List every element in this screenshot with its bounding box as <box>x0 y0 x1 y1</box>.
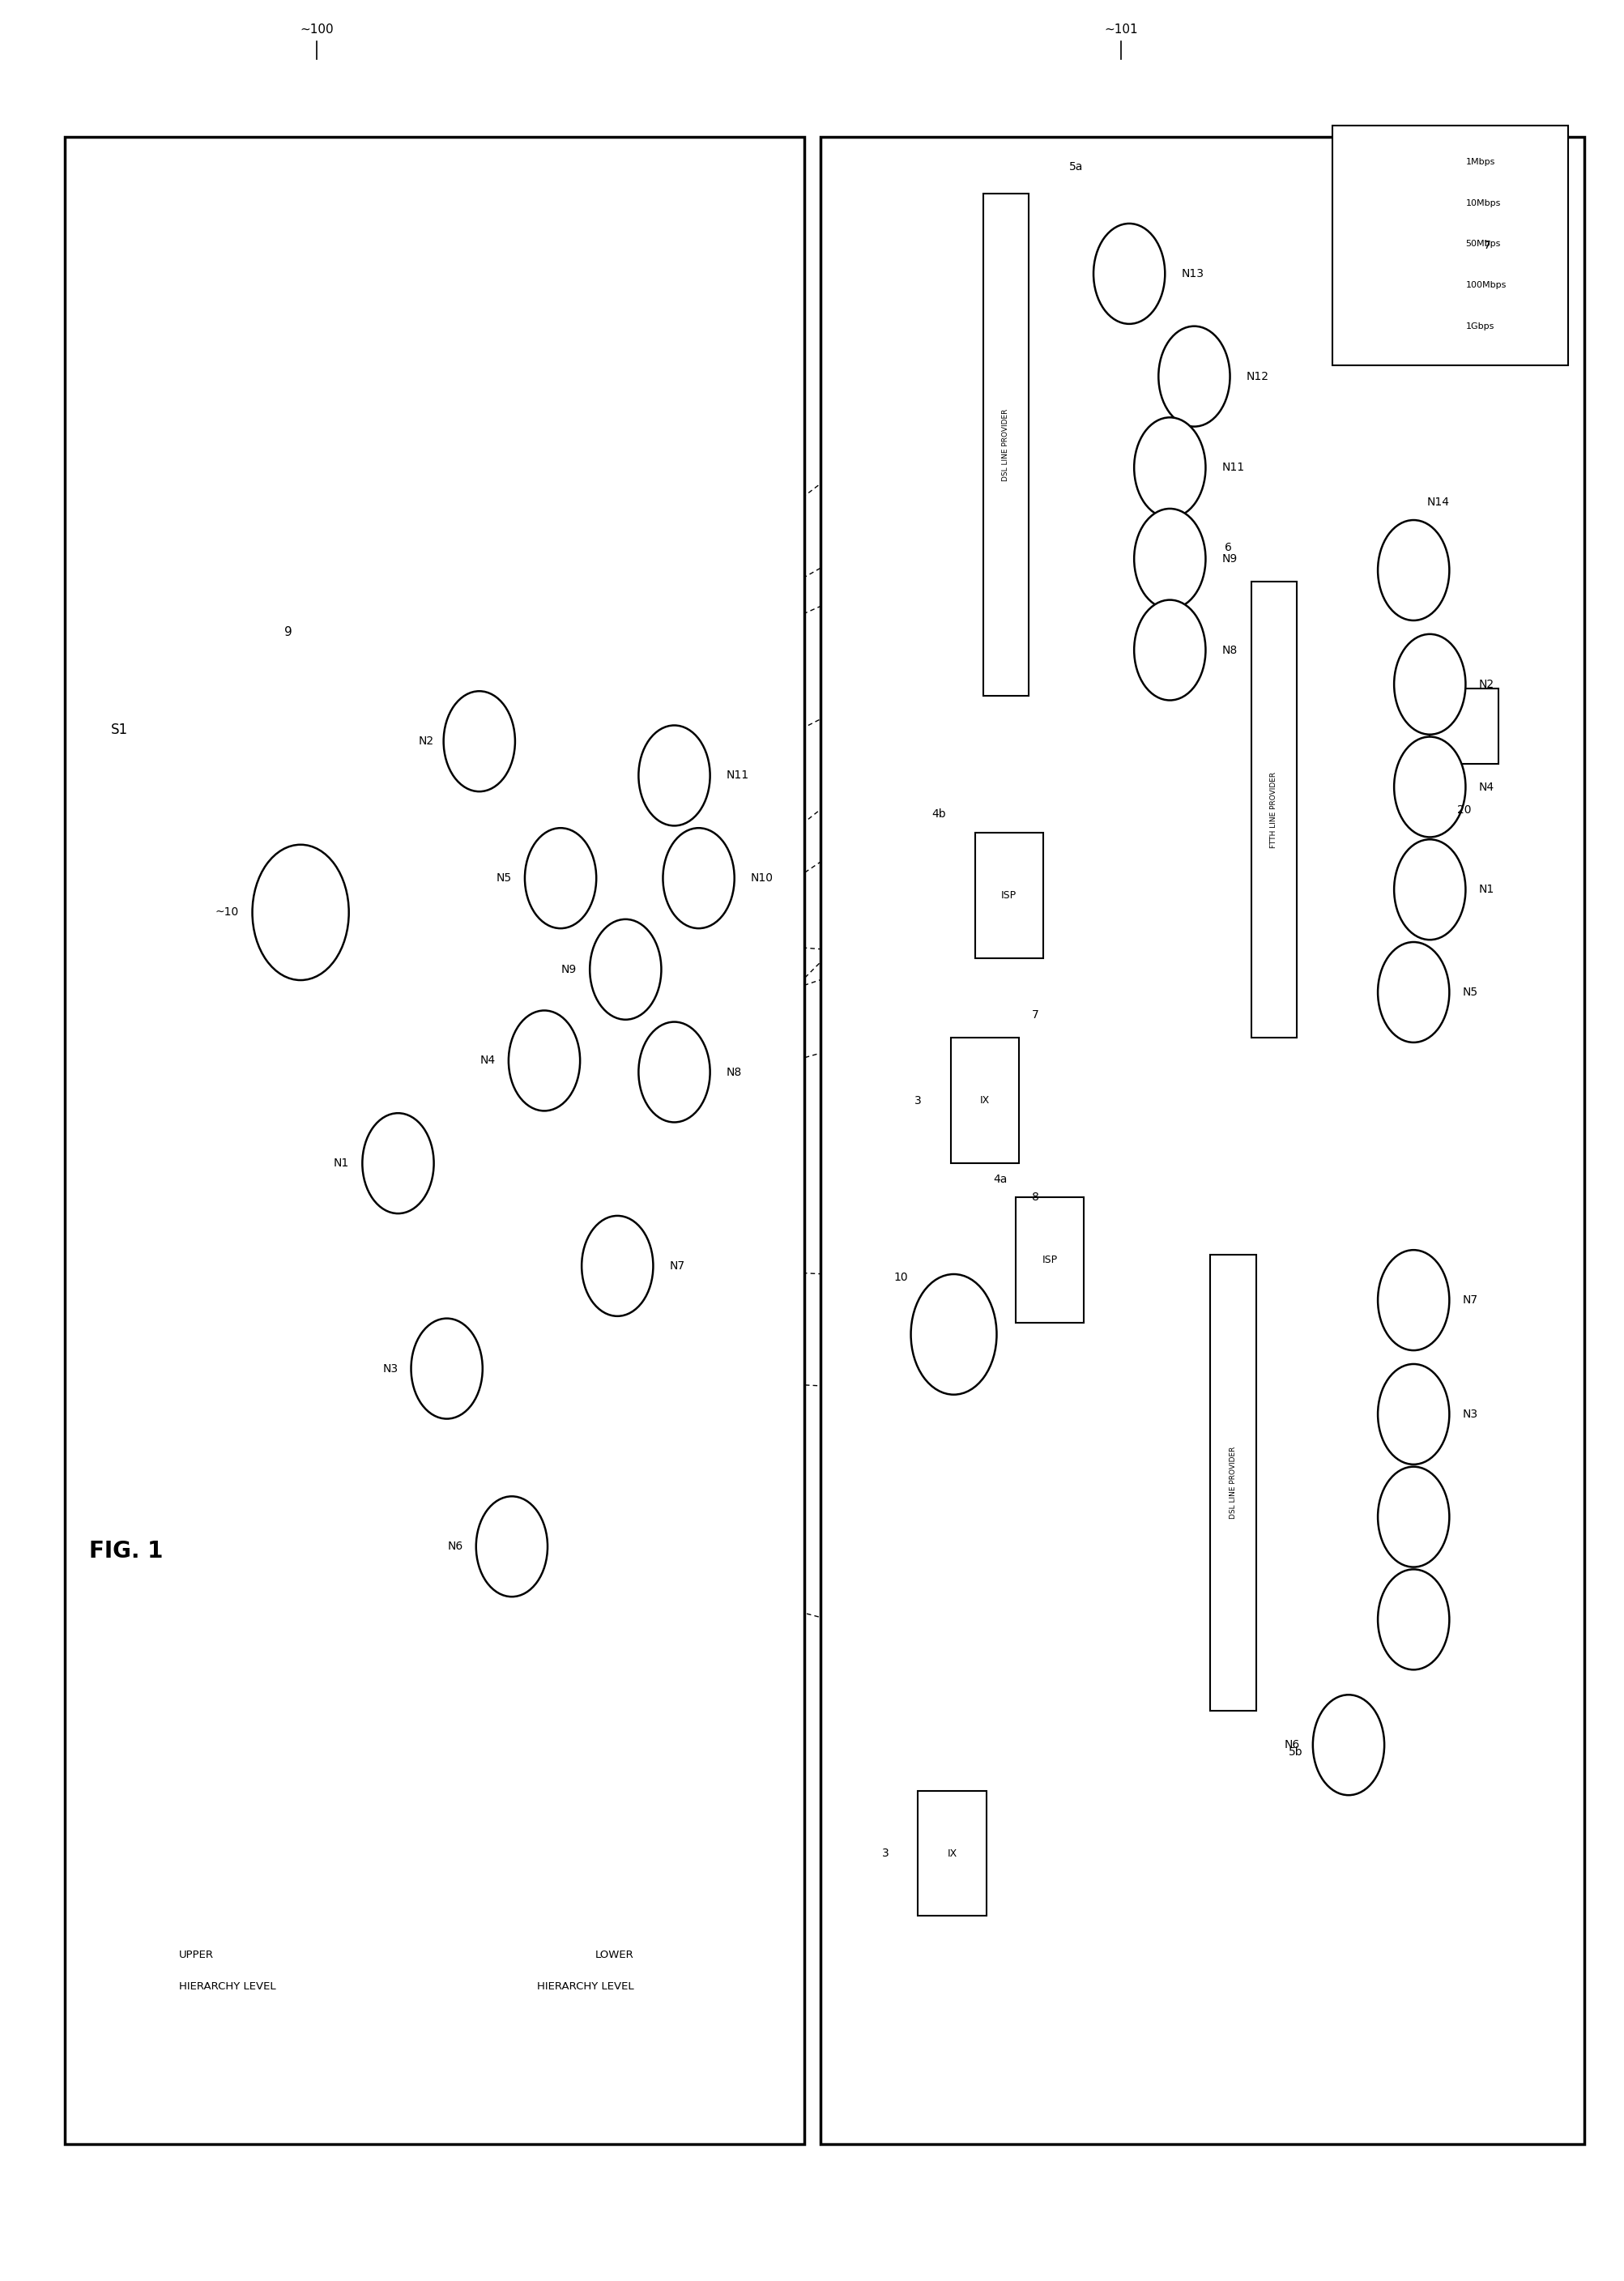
Circle shape <box>581 1216 653 1316</box>
Text: IX: IX <box>947 1848 957 1859</box>
FancyBboxPatch shape <box>983 194 1028 696</box>
Text: ~101: ~101 <box>1104 23 1137 36</box>
Text: 7: 7 <box>1483 240 1489 251</box>
Text: N3: N3 <box>382 1364 398 1373</box>
Text: DSL LINE PROVIDER: DSL LINE PROVIDER <box>1002 408 1009 481</box>
Text: 100Mbps: 100Mbps <box>1465 281 1505 290</box>
Circle shape <box>443 691 515 792</box>
Text: 4b: 4b <box>931 810 945 819</box>
Text: 7: 7 <box>1031 1010 1038 1020</box>
Text: N1: N1 <box>1478 885 1494 894</box>
FancyBboxPatch shape <box>974 833 1043 958</box>
Circle shape <box>1158 326 1229 427</box>
Circle shape <box>1377 1250 1449 1350</box>
Text: FTTH LINE PROVIDER: FTTH LINE PROVIDER <box>1270 771 1276 849</box>
FancyBboxPatch shape <box>820 137 1583 2144</box>
Circle shape <box>1134 417 1205 518</box>
Circle shape <box>252 844 349 981</box>
Text: N8: N8 <box>1221 646 1237 655</box>
Circle shape <box>525 828 596 928</box>
Text: IX: IX <box>979 1095 989 1106</box>
Text: N11: N11 <box>1221 463 1244 472</box>
Text: ~100: ~100 <box>300 23 333 36</box>
Text: 3: 3 <box>882 1848 888 1859</box>
Text: N14: N14 <box>1426 497 1449 506</box>
Text: 4a: 4a <box>992 1175 1007 1184</box>
Text: 9: 9 <box>284 625 292 639</box>
FancyBboxPatch shape <box>918 1791 986 1916</box>
Text: N4: N4 <box>1478 782 1494 792</box>
Text: N10: N10 <box>750 874 773 883</box>
Circle shape <box>638 725 710 826</box>
Circle shape <box>411 1318 482 1419</box>
Text: ISP: ISP <box>1041 1255 1057 1266</box>
Circle shape <box>663 828 734 928</box>
Text: 3: 3 <box>914 1095 921 1106</box>
Text: N9: N9 <box>1221 554 1237 563</box>
Circle shape <box>1393 737 1465 837</box>
Text: N12: N12 <box>1246 372 1268 381</box>
Text: ~10: ~10 <box>214 908 239 917</box>
Text: N2: N2 <box>1478 680 1494 689</box>
Circle shape <box>508 1010 580 1111</box>
Text: 10: 10 <box>893 1273 908 1282</box>
Text: 6: 6 <box>1224 543 1231 552</box>
Text: HIERARCHY LEVEL: HIERARCHY LEVEL <box>536 1982 633 1991</box>
Text: N7: N7 <box>669 1261 685 1271</box>
Circle shape <box>1312 1695 1384 1795</box>
Text: N3: N3 <box>1462 1410 1478 1419</box>
Text: N1: N1 <box>333 1159 349 1168</box>
Text: N4: N4 <box>479 1056 495 1065</box>
Text: N13: N13 <box>1181 269 1203 278</box>
Text: N5: N5 <box>495 874 512 883</box>
FancyBboxPatch shape <box>1015 1198 1083 1323</box>
Text: HIERARCHY LEVEL: HIERARCHY LEVEL <box>179 1982 276 1991</box>
FancyBboxPatch shape <box>1332 125 1567 365</box>
Text: N7: N7 <box>1462 1296 1478 1305</box>
FancyBboxPatch shape <box>950 1038 1018 1163</box>
Circle shape <box>1393 634 1465 734</box>
FancyBboxPatch shape <box>1210 1255 1255 1711</box>
Text: 8: 8 <box>1031 1193 1038 1202</box>
Text: UPPER: UPPER <box>179 1950 213 1959</box>
Text: N6: N6 <box>447 1542 463 1551</box>
FancyBboxPatch shape <box>65 137 804 2144</box>
Text: N6: N6 <box>1283 1740 1299 1750</box>
Circle shape <box>362 1113 434 1213</box>
Text: N8: N8 <box>726 1068 742 1077</box>
Text: 5b: 5b <box>1288 1747 1302 1756</box>
Circle shape <box>1393 839 1465 940</box>
Circle shape <box>1377 1467 1449 1567</box>
Circle shape <box>1377 942 1449 1042</box>
Circle shape <box>1093 224 1164 324</box>
Text: N5: N5 <box>1462 988 1478 997</box>
Circle shape <box>911 1275 996 1394</box>
Text: S1: S1 <box>110 723 128 737</box>
Circle shape <box>1134 600 1205 700</box>
Text: 1Gbps: 1Gbps <box>1465 322 1494 331</box>
Text: DSL LINE PROVIDER: DSL LINE PROVIDER <box>1229 1446 1236 1519</box>
Text: N9: N9 <box>560 965 577 974</box>
FancyBboxPatch shape <box>1250 582 1296 1038</box>
Circle shape <box>1377 1364 1449 1464</box>
Circle shape <box>638 1022 710 1122</box>
Text: 10Mbps: 10Mbps <box>1465 198 1501 208</box>
Circle shape <box>476 1496 547 1597</box>
Text: 20: 20 <box>1457 805 1470 814</box>
Text: ISP: ISP <box>1000 890 1017 901</box>
Text: 50Mbps: 50Mbps <box>1465 240 1501 249</box>
Text: 5a: 5a <box>1069 162 1083 171</box>
Circle shape <box>1377 1569 1449 1670</box>
Text: LOWER: LOWER <box>594 1950 633 1959</box>
Text: 1Mbps: 1Mbps <box>1465 157 1494 167</box>
Text: N2: N2 <box>417 737 434 746</box>
Text: FIG. 1: FIG. 1 <box>89 1540 164 1562</box>
FancyBboxPatch shape <box>1429 689 1497 764</box>
Circle shape <box>1377 520 1449 620</box>
Text: N11: N11 <box>726 771 749 780</box>
Circle shape <box>590 919 661 1020</box>
Circle shape <box>1134 509 1205 609</box>
